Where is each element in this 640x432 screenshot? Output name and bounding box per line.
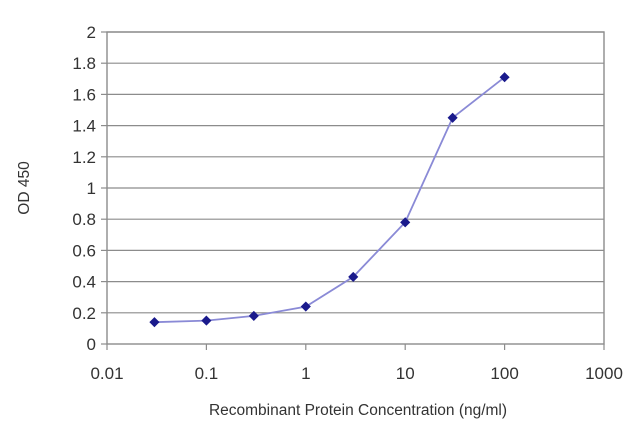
data-point (499, 72, 510, 83)
x-tick-label: 1 (301, 364, 310, 383)
data-point (300, 301, 311, 312)
x-tick-label: 0.1 (195, 364, 219, 383)
data-point (348, 271, 359, 282)
x-tick-label: 10 (396, 364, 415, 383)
x-tick-label: 0.01 (90, 364, 123, 383)
y-tick-label: 0.6 (72, 241, 96, 260)
y-tick-label: 2 (87, 23, 96, 42)
y-tick-label: 1.4 (72, 117, 96, 136)
tick-labels: 0 0.2 0.4 0.6 0.8 1 1.2 1.4 1.6 1.8 2 0.01 0.1 1 10 100… (72, 23, 623, 383)
y-tick-label: 1.2 (72, 148, 96, 167)
x-tick-label: 100 (490, 364, 518, 383)
y-tick-label: 1.8 (72, 54, 96, 73)
y-tick-label: 1 (87, 179, 96, 198)
series-line (154, 76, 506, 324)
y-tick-label: 0 (87, 335, 96, 354)
y-axis-label: OD 450 (16, 161, 33, 215)
y-tick-label: 0.8 (72, 210, 96, 229)
data-point (201, 315, 212, 326)
data-point (248, 310, 259, 321)
data-series (149, 72, 510, 328)
x-tick-label: 1000 (585, 364, 623, 383)
data-point (400, 217, 411, 228)
y-tick-label: 0.2 (72, 304, 96, 323)
y-tick-label: 1.6 (72, 85, 96, 104)
grid-lines (107, 31, 604, 314)
x-axis-label: Recombinant Protein Concentration (ng/ml… (209, 402, 507, 419)
data-point (149, 317, 160, 328)
axes (101, 31, 605, 350)
y-tick-label: 0.4 (72, 273, 96, 292)
data-point (447, 112, 458, 123)
